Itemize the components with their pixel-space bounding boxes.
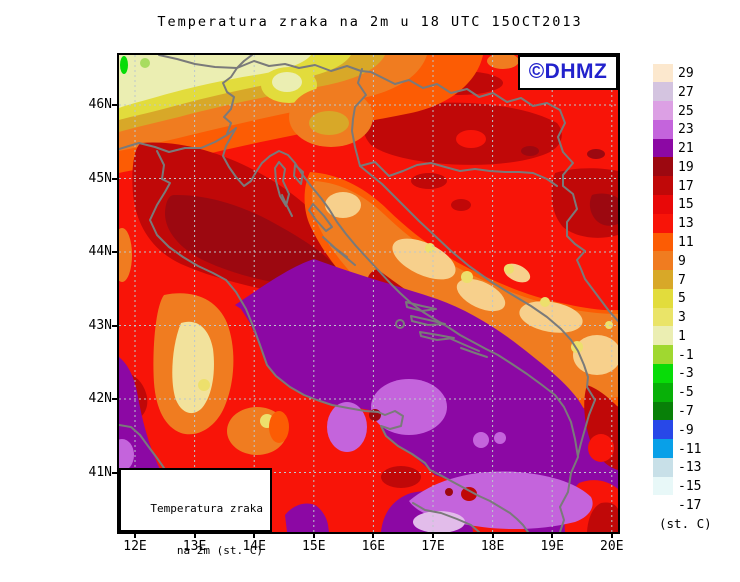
lat-tick-mark <box>112 471 118 474</box>
legend-value-label: -11 <box>678 441 702 457</box>
legend-value-label: 23 <box>678 122 694 138</box>
legend-swatch-7 <box>653 270 673 289</box>
legend-swatch--3 <box>653 363 673 383</box>
lat-tick-mark <box>112 104 118 106</box>
lon-tick-mark <box>253 532 256 538</box>
legend-value-label: 9 <box>678 253 686 269</box>
lon-tick-mark <box>610 532 613 538</box>
lon-tick-mark <box>134 532 136 538</box>
lon-tick-label: 19E <box>540 539 564 554</box>
legend-value-label: 29 <box>678 66 694 81</box>
dhmz-watermark-text: ©DHMZ <box>528 60 608 83</box>
lat-tick-mark <box>112 324 118 327</box>
lat-tick-label: 42N <box>88 391 112 406</box>
legend-swatch-1 <box>653 326 673 346</box>
legend-value-label: 25 <box>678 103 694 119</box>
lat-tick-label: 41N <box>88 464 112 480</box>
lon-tick-mark <box>432 532 434 538</box>
lat-tick-label: 44N <box>88 244 112 259</box>
lon-tick-label: 15E <box>302 539 326 554</box>
map-panel: ©DHMZ Temperatura zraka na 2m (st. C) st… <box>117 53 620 557</box>
lat-tick-mark <box>112 177 118 180</box>
run-info-box: Temperatura zraka na 2m (st. C) start 00… <box>119 468 272 557</box>
dhmz-watermark: ©DHMZ <box>518 55 618 90</box>
lon-tick-mark <box>551 532 554 538</box>
lon-tick-label: 12E <box>123 539 147 554</box>
map-title: Temperatura zraka na 2m u 18 UTC 15OCT20… <box>157 14 583 30</box>
legend-value-label: -9 <box>678 422 694 438</box>
lat-tick-label: 45N <box>88 170 112 186</box>
run-info-line: na 2m (st. C) <box>176 544 263 557</box>
legend-value-label: -17 <box>678 497 702 513</box>
legend-swatch-9 <box>653 251 673 271</box>
lat-tick-mark <box>112 398 118 400</box>
legend-swatch-29 <box>653 63 673 83</box>
lon-tick-mark <box>372 532 375 538</box>
legend-swatch--13 <box>653 457 673 477</box>
legend-value-label: 11 <box>678 235 694 251</box>
legend-swatch-15 <box>653 194 673 214</box>
legend-swatch-21 <box>653 138 673 158</box>
legend-value-label: 15 <box>678 197 694 213</box>
legend-swatch-17 <box>653 176 673 195</box>
lon-tick-mark <box>491 532 494 538</box>
legend-swatch--11 <box>653 439 673 458</box>
legend-swatch-19 <box>653 157 673 177</box>
legend-swatch-23 <box>653 119 673 139</box>
legend-swatch-5 <box>653 288 673 308</box>
lat-tick-mark <box>112 251 118 253</box>
legend-value-label: 17 <box>678 178 694 194</box>
legend-value-label: -7 <box>678 404 694 420</box>
legend-value-label: -15 <box>678 479 702 495</box>
legend-swatch--17 <box>653 495 673 515</box>
legend-value-label: -1 <box>678 347 694 363</box>
legend-swatch-27 <box>653 82 673 102</box>
legend-value-label: 13 <box>678 216 694 232</box>
lon-tick-label: 16E <box>361 539 386 554</box>
legend-swatch--5 <box>653 382 673 402</box>
legend-value-label: 3 <box>678 310 686 326</box>
legend-value-label: -3 <box>678 366 694 382</box>
lon-tick-mark <box>312 532 315 538</box>
run-info-line: Temperatura zraka <box>150 502 263 515</box>
coastline-border-lines <box>119 55 618 532</box>
legend-swatch--9 <box>653 420 673 440</box>
lon-tick-label: 17E <box>421 539 445 554</box>
temperature-field-map <box>119 55 618 532</box>
legend-value-label: 19 <box>678 159 694 175</box>
legend-value-label: -5 <box>678 385 694 401</box>
lon-tick-label: 20E <box>600 539 624 554</box>
lon-tick-label: 18E <box>480 539 505 554</box>
lat-tick-label: 46N <box>88 97 112 112</box>
legend-swatch--1 <box>653 345 673 364</box>
lat-tick-label: 43N <box>88 317 112 333</box>
legend-value-label: 1 <box>678 328 686 344</box>
legend-swatch--7 <box>653 401 673 421</box>
legend-swatch-3 <box>653 307 673 327</box>
legend-unit-label: (st. C) <box>659 516 712 531</box>
legend-value-label: 7 <box>678 272 686 288</box>
legend-value-label: -13 <box>678 460 702 476</box>
legend-value-label: 27 <box>678 84 694 100</box>
legend-value-label: 21 <box>678 141 694 157</box>
legend-swatch-25 <box>653 101 673 120</box>
legend-value-label: 5 <box>678 291 686 307</box>
lon-tick-label: 13E <box>182 539 207 554</box>
legend-swatch--15 <box>653 476 673 496</box>
legend-swatch-13 <box>653 213 673 233</box>
lon-tick-label: 14E <box>242 539 266 554</box>
legend-swatch-11 <box>653 232 673 252</box>
lon-tick-mark <box>193 532 196 538</box>
